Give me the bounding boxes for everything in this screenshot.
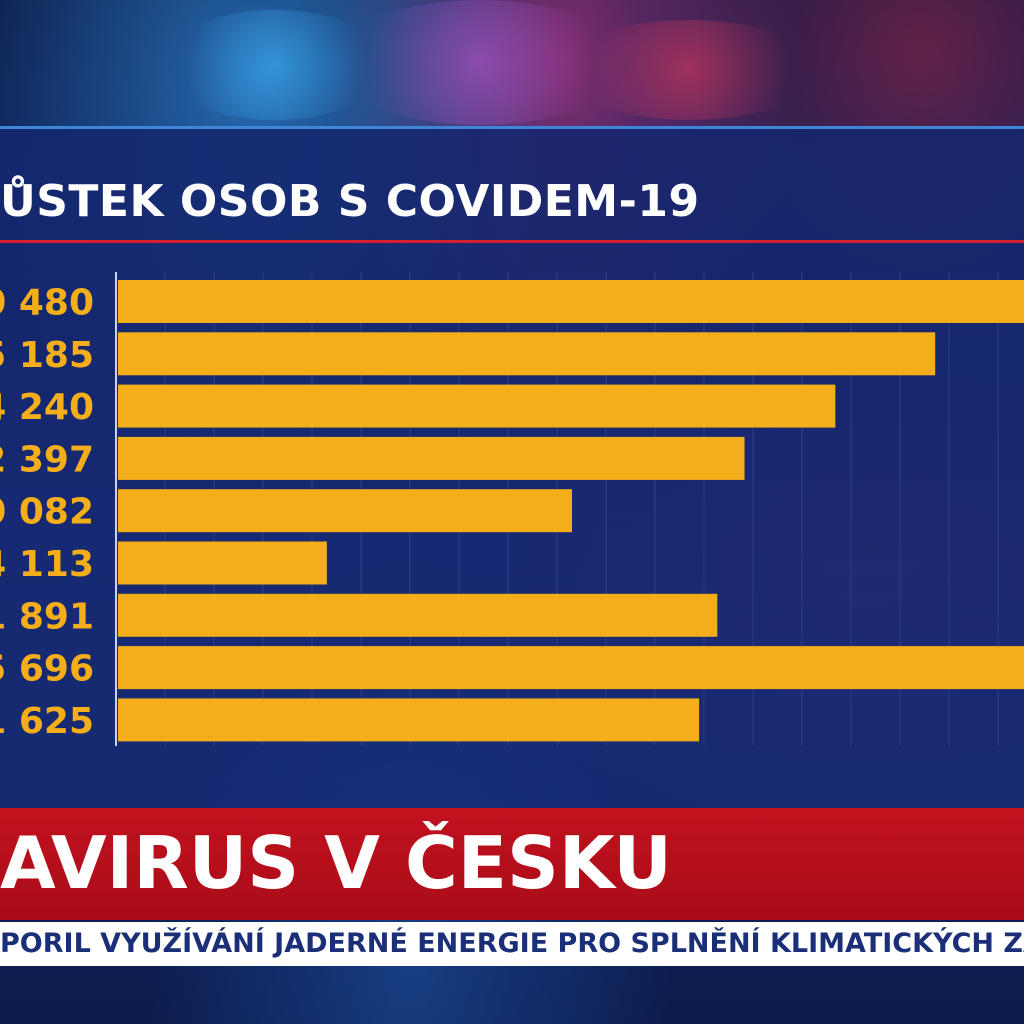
- category-label: 0 480: [0, 283, 94, 324]
- bar: [118, 489, 572, 533]
- bar: [118, 698, 700, 742]
- category-label: 2 397: [0, 439, 94, 480]
- category-label: 1 891: [0, 596, 94, 637]
- title-divider: [0, 240, 1024, 243]
- section-band: [0, 808, 1024, 920]
- bar: [118, 593, 718, 637]
- bar: [118, 384, 836, 428]
- ticker-text: PORIL VYUŽÍVÁNÍ JADERNÉ ENERGIE PRO SPLN…: [0, 928, 1024, 959]
- bar: [118, 280, 1024, 323]
- category-label: 4 240: [0, 387, 94, 428]
- section-title: AVIRUS V ČESKU: [0, 821, 672, 905]
- category-label: 4 113: [0, 544, 94, 585]
- category-label: 5 185: [0, 335, 94, 376]
- panel-top-divider: [0, 126, 1024, 129]
- category-label: 0 082: [0, 492, 94, 533]
- bar: [118, 332, 936, 376]
- bar: [118, 436, 745, 480]
- virus-graphic-right: [560, 20, 820, 120]
- category-label: 5 696: [0, 649, 94, 690]
- chart-title: ŮSTEK OSOB S COVIDEM-19: [0, 176, 700, 227]
- bar-chart: 0 480 5 185 4 240 2 397 0 082 4 113 1 891 5 696…: [0, 272, 1024, 746]
- category-label: 1 625: [0, 701, 94, 742]
- bar: [118, 541, 327, 585]
- news-ticker: PORIL VYUŽÍVÁNÍ JADERNÉ ENERGIE PRO SPLN…: [0, 922, 1024, 966]
- bar: [118, 646, 1024, 690]
